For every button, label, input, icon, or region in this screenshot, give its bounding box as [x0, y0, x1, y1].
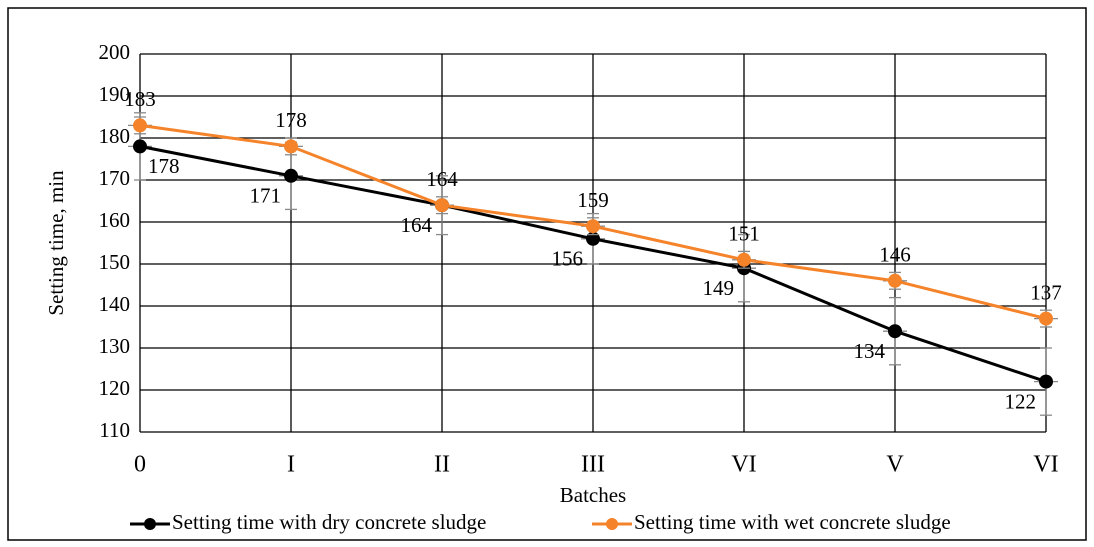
- x-tick-label: II: [434, 452, 450, 478]
- data-label: 178: [275, 108, 307, 132]
- y-tick-label: 180: [99, 124, 131, 148]
- marker: [737, 252, 751, 267]
- y-tick-label: 120: [99, 376, 131, 400]
- x-tick-label: V: [886, 452, 904, 478]
- y-tick-label: 130: [99, 334, 131, 358]
- x-tick-label: 0: [134, 452, 146, 478]
- data-label: 178: [148, 154, 180, 178]
- x-tick-label: III: [581, 452, 605, 478]
- legend-label: Setting time with wet concrete sludge: [634, 510, 951, 534]
- y-tick-label: 160: [99, 208, 131, 232]
- marker: [888, 324, 902, 339]
- marker: [1039, 311, 1053, 326]
- data-label: 149: [703, 276, 735, 300]
- data-label: 134: [854, 339, 886, 363]
- marker: [586, 231, 600, 246]
- data-label: 146: [879, 243, 911, 267]
- data-label: 122: [1005, 389, 1037, 413]
- marker: [133, 118, 147, 133]
- data-label: 164: [426, 167, 458, 191]
- y-tick-label: 190: [99, 82, 131, 106]
- x-tick-label: I: [287, 452, 295, 478]
- marker: [1039, 374, 1053, 389]
- data-label: 151: [728, 222, 760, 246]
- marker: [586, 219, 600, 234]
- legend-label: Setting time with dry concrete sludge: [172, 510, 486, 534]
- marker: [888, 273, 902, 288]
- y-axis-title: Setting time, min: [44, 170, 68, 316]
- legend-marker: [606, 518, 618, 530]
- legend-marker: [144, 518, 156, 530]
- x-axis-title: Batches: [560, 483, 626, 507]
- y-tick-label: 200: [99, 40, 131, 64]
- data-label: 156: [552, 247, 584, 271]
- x-tick-label: VI: [1033, 452, 1058, 478]
- y-tick-label: 150: [99, 250, 131, 274]
- y-tick-label: 170: [99, 166, 131, 190]
- y-tick-label: 110: [99, 418, 130, 442]
- y-tick-label: 140: [99, 292, 131, 316]
- marker: [284, 168, 298, 183]
- marker: [133, 139, 147, 154]
- marker: [435, 198, 449, 213]
- data-label: 159: [577, 188, 609, 212]
- x-tick-label: VI: [731, 452, 756, 478]
- data-label: 137: [1030, 280, 1062, 304]
- chart-border: [7, 7, 1087, 541]
- data-label: 183: [124, 87, 156, 111]
- data-label: 171: [250, 184, 282, 208]
- data-label: 164: [401, 213, 433, 237]
- marker: [284, 139, 298, 154]
